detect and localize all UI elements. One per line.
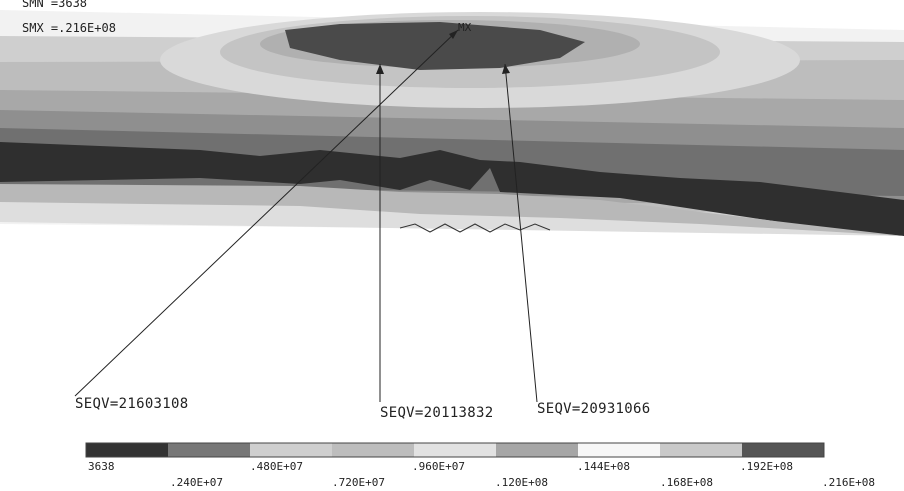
legend-tick-upper-2: .480E+07 [250, 460, 303, 473]
legend-tick-upper-5: .192E+08 [740, 460, 793, 473]
legend-tick-lower-3: .120E+08 [495, 476, 548, 489]
legend-bar-border [85, 442, 825, 458]
band-bottom [0, 202, 904, 236]
leader-line-3 [504, 63, 538, 403]
legend-swatch-7 [578, 443, 661, 457]
legend-tick-upper-1: 3638 [88, 460, 115, 473]
arrow-head-1 [449, 30, 458, 39]
legend-swatch-4 [332, 443, 415, 457]
legend-tick-lower-4: .168E+08 [660, 476, 713, 489]
smx-label: SMX =.216E+08 [22, 21, 116, 35]
legend-tick-lower-2: .720E+07 [332, 476, 385, 489]
callout-label-3: SEQV=20931066 [537, 401, 651, 417]
band-lower [0, 184, 904, 236]
max-marker-label: MX [458, 21, 472, 34]
legend-color-bar [85, 442, 825, 458]
legend-swatch-3 [250, 443, 333, 457]
smn-label: SMN =3638 [22, 0, 88, 10]
leader-lines [74, 29, 538, 403]
arrow-heads [376, 30, 510, 74]
callout-label-1: SEQV=21603108 [75, 396, 189, 412]
beam-contour [0, 10, 904, 236]
legend-swatch-2 [168, 443, 251, 457]
band-dark [0, 142, 904, 236]
legend-swatch-8 [660, 443, 743, 457]
callout-label-2: SEQV=20113832 [380, 405, 494, 421]
max-stress-zone [285, 22, 585, 70]
legend-swatch-6 [496, 443, 579, 457]
legend-swatch-5 [414, 443, 497, 457]
jagged-edge [399, 223, 551, 233]
arrow-head-3 [502, 64, 510, 74]
legend-tick-lower-5: .216E+08 [822, 476, 875, 489]
legend-swatch-9 [742, 443, 825, 457]
leader-line-1 [74, 29, 459, 397]
legend-swatch-1 [86, 443, 169, 457]
legend-tick-upper-3: .960E+07 [412, 460, 465, 473]
legend-tick-upper-4: .144E+08 [577, 460, 630, 473]
arrow-head-2 [376, 64, 384, 74]
legend-tick-lower-1: .240E+07 [170, 476, 223, 489]
